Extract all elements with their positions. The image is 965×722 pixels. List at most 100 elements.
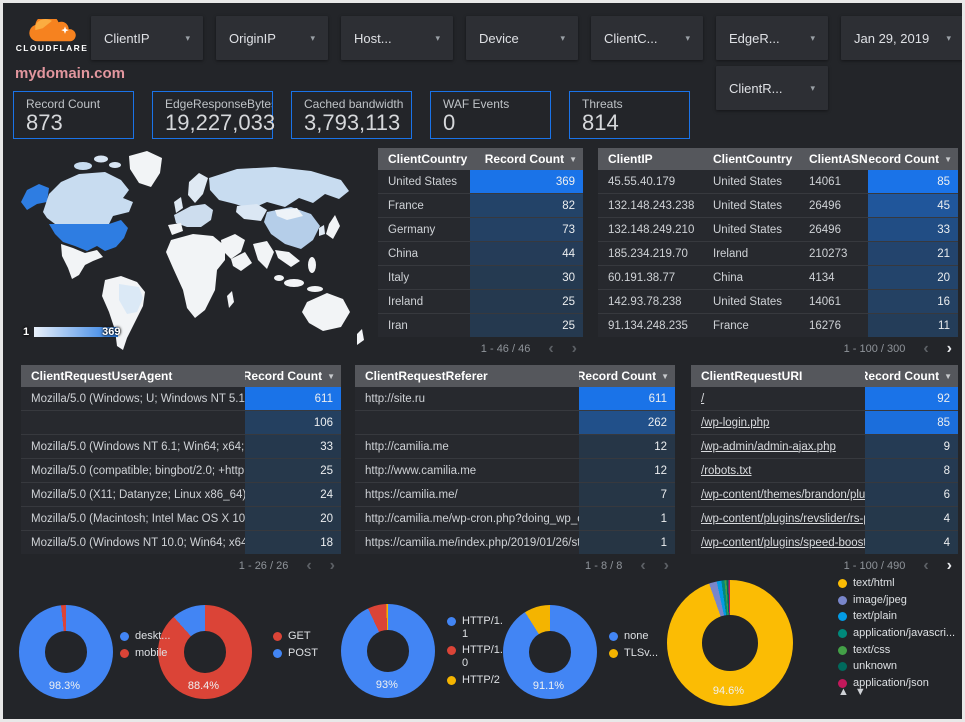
record-count-cell: 8 xyxy=(865,459,958,482)
table-row: United States 369 xyxy=(378,170,583,193)
legend-color-dot xyxy=(609,648,618,658)
pagination-prev-icon[interactable]: ‹ xyxy=(923,340,929,357)
column-header[interactable]: ClientCountry xyxy=(713,152,793,166)
tls-version-donut-chart[interactable]: 91.1% xyxy=(503,605,597,699)
table-cell: France xyxy=(713,319,749,332)
table-cell: Ireland xyxy=(388,295,424,308)
pagination-prev-icon[interactable]: ‹ xyxy=(548,340,554,357)
record-count-cell: 30 xyxy=(470,266,583,289)
uri-link[interactable]: /wp-admin/admin-ajax.php xyxy=(701,440,836,453)
pagination-range: 1 - 100 / 300 xyxy=(843,343,906,355)
column-header-sort[interactable]: Record Count ▼ xyxy=(868,152,958,166)
filter-chip-label: Device xyxy=(479,30,519,46)
uri-link[interactable]: / xyxy=(701,392,705,405)
table-cell: Ireland xyxy=(713,247,749,260)
uri-link[interactable]: /robots.txt xyxy=(701,464,752,477)
table-row: Mozilla/5.0 (X11; Datanyze; Linux x86_64… xyxy=(21,482,341,506)
content-type-donut-chart[interactable]: 94.6% xyxy=(667,580,793,706)
uri-link[interactable]: /wp-login.php xyxy=(701,416,770,429)
legend-page-up-icon[interactable]: ▲ xyxy=(838,686,849,698)
date-range-label: Jan 29, 2019 xyxy=(854,30,930,46)
table-cell: 132.148.249.210 xyxy=(608,223,695,236)
uri-link[interactable]: /wp-content/themes/brandon/plu... xyxy=(701,488,865,501)
scorecard-value: 873 xyxy=(26,110,63,135)
http-version-donut-chart[interactable]: 93% xyxy=(341,604,435,698)
pagination-next-icon[interactable]: › xyxy=(663,557,669,574)
table-cell: United States xyxy=(713,175,783,188)
legend-color-dot xyxy=(838,645,847,655)
table-row: 106 xyxy=(21,410,341,434)
donut-percent-label: 94.6% xyxy=(712,685,745,698)
record-count-cell: 25 xyxy=(470,314,583,337)
legend-item-label: none xyxy=(624,630,649,642)
device-type-donut-chart[interactable]: 98.3% xyxy=(19,605,113,699)
cloudflare-cloud-icon xyxy=(29,19,76,42)
column-header-sort[interactable]: Record Count ▼ xyxy=(865,369,958,383)
filter-chip-label: OriginIP xyxy=(229,30,276,46)
pagination-next-icon[interactable]: › xyxy=(946,557,952,574)
cloudflare-logo: CLOUDFLARE xyxy=(13,11,91,61)
column-header-label: Record Count xyxy=(484,152,565,166)
table-cell: United States xyxy=(713,199,783,212)
chevron-down-icon: ▾ xyxy=(685,32,690,43)
filter-chip-edger[interactable]: EdgeR... ▾ xyxy=(716,16,828,60)
pagination-next-icon[interactable]: › xyxy=(946,340,952,357)
pagination-prev-icon[interactable]: ‹ xyxy=(923,557,929,574)
table-pagination: 1 - 8 / 8 ‹ › xyxy=(355,558,675,574)
chevron-down-icon: ▾ xyxy=(946,32,951,43)
content-type-legend: text/html image/jpeg text/plain application… xyxy=(838,577,955,689)
date-range-picker[interactable]: Jan 29, 2019 ▾ xyxy=(841,16,962,60)
table-row: http://www.camilia.me 12 xyxy=(355,458,675,482)
scorecard-record-count: Record Count 873 xyxy=(13,91,134,139)
table-cell: 26496 xyxy=(809,223,841,236)
donut-percent-label: 93% xyxy=(375,679,398,692)
pagination-prev-icon[interactable]: ‹ xyxy=(640,557,646,574)
filter-chip-host[interactable]: Host... ▾ xyxy=(341,16,453,60)
filter-chip-clientc[interactable]: ClientC... ▾ xyxy=(591,16,703,60)
tls-version-legend: none TLSv... xyxy=(609,630,658,659)
legend-page-down-icon[interactable]: ▼ xyxy=(854,686,866,698)
table-cell: Mozilla/5.0 (Windows; U; Windows NT 5.1;… xyxy=(31,392,245,405)
table-row: http://site.ru 611 xyxy=(355,387,675,410)
record-count-cell: 11 xyxy=(868,314,958,337)
scorecard-value: 0 xyxy=(443,110,456,135)
column-header[interactable]: ClientCountry xyxy=(388,152,468,166)
column-header[interactable]: ClientRequestUserAgent xyxy=(31,369,173,383)
column-header[interactable]: ClientRequestReferer xyxy=(365,369,488,383)
pagination-prev-icon[interactable]: ‹ xyxy=(306,557,312,574)
scorecard-value: 814 xyxy=(582,110,619,135)
legend-item-post: POST xyxy=(273,647,318,660)
table-cell: China xyxy=(388,247,419,260)
column-header[interactable]: ClientIP xyxy=(608,152,653,166)
client-country-table: ClientCountry Record Count ▼ United States 3… xyxy=(378,148,583,357)
column-header[interactable]: ClientRequestURI xyxy=(701,369,803,383)
column-header[interactable]: ClientASN xyxy=(809,152,868,166)
table-cell: 4134 xyxy=(809,271,835,284)
geo-map-chart[interactable]: 1 369 xyxy=(13,146,375,358)
table-cell: https://camilia.me/index.php/2019/01/26/… xyxy=(365,536,579,549)
filter-chip-clientrequest[interactable]: ClientR... ▾ xyxy=(716,66,828,110)
filter-chip-originip[interactable]: OriginIP ▾ xyxy=(216,16,328,60)
filter-chip-clientip[interactable]: ClientIP ▾ xyxy=(91,16,203,60)
pagination-next-icon[interactable]: › xyxy=(571,340,577,357)
client-request-uri-table: ClientRequestURI Record Count ▼ / 92/wp-logi… xyxy=(691,365,958,574)
column-header-label: Record Count xyxy=(579,369,657,383)
column-header-sort[interactable]: Record Count ▼ xyxy=(245,369,341,383)
column-header-label: Record Count xyxy=(865,369,940,383)
legend-item-label: text/plain xyxy=(853,610,898,623)
record-count-cell: 85 xyxy=(868,170,958,193)
scorecard-label: Record Count xyxy=(26,97,101,111)
column-header-sort[interactable]: Record Count ▼ xyxy=(579,369,675,383)
uri-link[interactable]: /wp-content/plugins/speed-booste... xyxy=(701,536,865,549)
uri-link[interactable]: /wp-content/plugins/revslider/rs-p... xyxy=(701,512,865,525)
pagination-next-icon[interactable]: › xyxy=(329,557,335,574)
table-row: 185.234.219.70 Ireland 210273 21 xyxy=(598,241,958,265)
table-cell: Germany xyxy=(388,223,436,236)
filter-chip-device[interactable]: Device ▾ xyxy=(466,16,578,60)
column-header-sort[interactable]: Record Count ▼ xyxy=(470,152,583,166)
legend-color-dot xyxy=(609,632,618,641)
legend-item-text-css: text/css xyxy=(838,644,955,657)
table-row: /wp-content/plugins/speed-booste... 4 xyxy=(691,530,958,554)
http-method-donut-chart[interactable]: 88.4% xyxy=(158,605,252,699)
pagination-range: 1 - 100 / 490 xyxy=(843,560,906,572)
